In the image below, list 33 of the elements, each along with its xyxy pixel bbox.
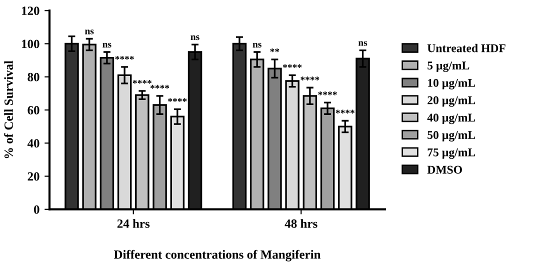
data-label: **** — [318, 92, 337, 96]
data-label: **** — [168, 98, 187, 102]
x-tick-label: 24 hrs — [117, 219, 150, 228]
y-tick-label: 100 — [22, 40, 40, 48]
data-label: ns — [85, 30, 94, 34]
legend-label: 40 µg/mL — [427, 114, 476, 124]
data-label: ns — [102, 42, 112, 48]
data-label: **** — [150, 84, 170, 89]
data-label: ns — [252, 42, 262, 48]
y-tick-label: 120 — [22, 6, 40, 16]
y-tick-label: 40 — [27, 139, 40, 148]
y-tick-label: 80 — [28, 72, 40, 82]
x-tick-label: 48 hrs — [284, 219, 318, 228]
y-tick-label: 20 — [28, 172, 40, 181]
legend-label: 5 µg/mL — [428, 62, 470, 72]
data-label: **** — [132, 80, 152, 84]
y-tick-label: 0 — [34, 205, 40, 214]
legend-label: 20 µg/mL — [428, 96, 476, 107]
data-label: **** — [300, 76, 320, 80]
y-axis-title: % of Cell Survival — [4, 60, 13, 158]
x-axis-title: Different concentrations of Mangiferin — [114, 250, 321, 262]
data-label: **** — [283, 64, 302, 68]
y-tick-label: 60 — [28, 106, 40, 114]
data-label: ns — [190, 35, 200, 40]
data-label: **** — [115, 56, 134, 60]
data-label: ** — [270, 48, 280, 52]
legend-label: 75 µg/mL — [428, 148, 476, 159]
data-label: **** — [336, 110, 354, 114]
data-label: ns — [358, 41, 368, 46]
legend-label: 10 µg/mL — [428, 78, 476, 90]
legend-label: 50 µg/mL — [428, 131, 476, 142]
legend-label: DMSO — [427, 166, 462, 174]
legend-label: Untreated HDF — [427, 44, 506, 52]
